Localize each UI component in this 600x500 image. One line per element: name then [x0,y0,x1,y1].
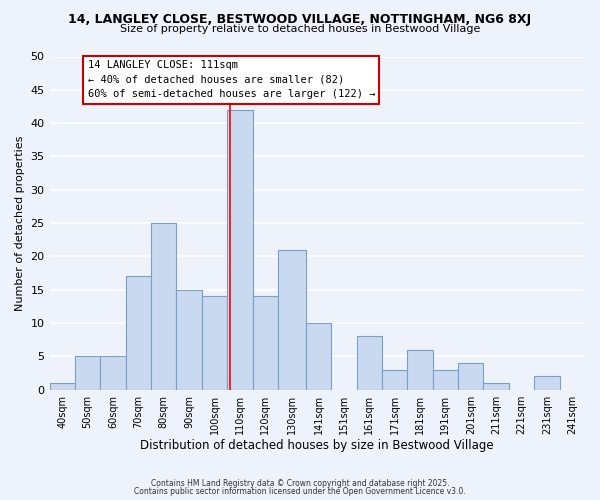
Bar [176,290,202,390]
Bar [202,296,227,390]
Bar [151,223,176,390]
Text: Contains public sector information licensed under the Open Government Licence v3: Contains public sector information licen… [134,487,466,496]
Bar [75,356,100,390]
Text: 14 LANGLEY CLOSE: 111sqm
← 40% of detached houses are smaller (82)
60% of semi-d: 14 LANGLEY CLOSE: 111sqm ← 40% of detach… [88,60,375,100]
Bar [407,350,433,390]
Bar [534,376,560,390]
X-axis label: Distribution of detached houses by size in Bestwood Village: Distribution of detached houses by size … [140,440,494,452]
Bar [306,323,331,390]
Y-axis label: Number of detached properties: Number of detached properties [15,136,25,311]
Bar [50,383,75,390]
Text: Size of property relative to detached houses in Bestwood Village: Size of property relative to detached ho… [120,24,480,34]
Bar [484,383,509,390]
Text: Contains HM Land Registry data © Crown copyright and database right 2025.: Contains HM Land Registry data © Crown c… [151,478,449,488]
Bar [433,370,458,390]
Bar [125,276,151,390]
Bar [100,356,125,390]
Bar [458,363,484,390]
Bar [382,370,407,390]
Bar [227,110,253,390]
Bar [278,250,306,390]
Bar [356,336,382,390]
Text: 14, LANGLEY CLOSE, BESTWOOD VILLAGE, NOTTINGHAM, NG6 8XJ: 14, LANGLEY CLOSE, BESTWOOD VILLAGE, NOT… [68,12,532,26]
Bar [253,296,278,390]
